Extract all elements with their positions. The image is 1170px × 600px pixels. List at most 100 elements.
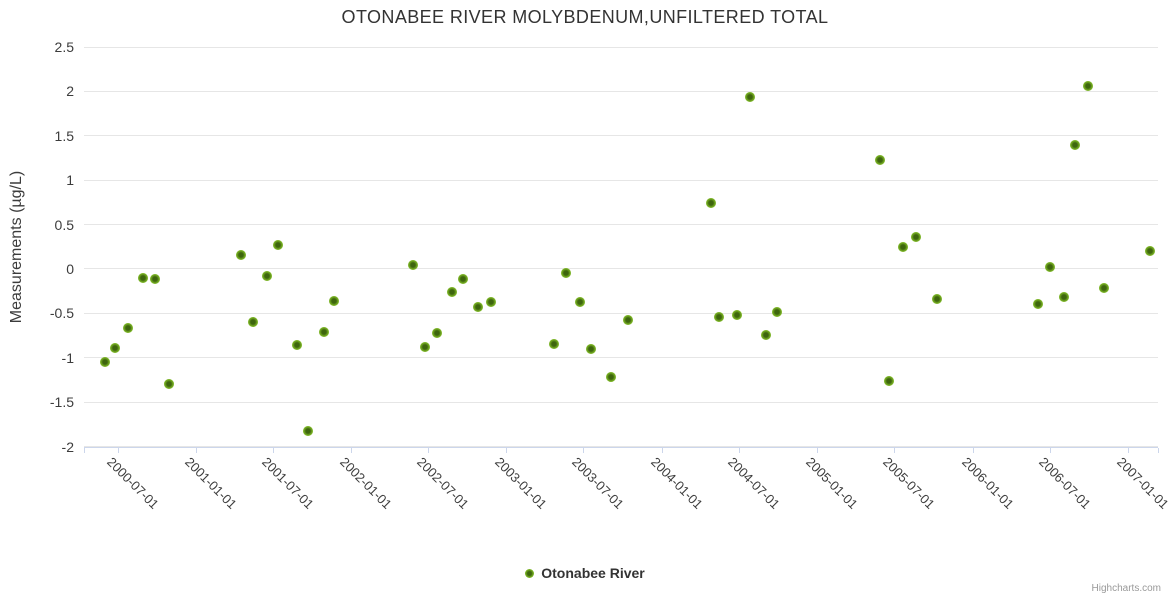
data-point[interactable] (1098, 283, 1109, 294)
x-tick-label: 2004-01-01 (647, 453, 706, 512)
x-tick-label: 2003-07-01 (569, 453, 628, 512)
x-tick-label: 2001-01-01 (181, 453, 240, 512)
chart-title: OTONABEE RIVER MOLYBDENUM,UNFILTERED TOT… (341, 7, 829, 27)
x-tick-label: 2006-01-01 (958, 453, 1017, 512)
y-tick-label: -0.5 (49, 305, 74, 322)
data-point[interactable] (408, 260, 419, 271)
data-point[interactable] (713, 311, 724, 322)
x-tick-mark (972, 447, 974, 453)
data-point[interactable] (1083, 81, 1094, 92)
data-point[interactable] (235, 249, 246, 260)
data-point[interactable] (1145, 246, 1156, 257)
data-point[interactable] (760, 329, 771, 340)
grid-line (84, 312, 1158, 314)
data-point[interactable] (486, 296, 497, 307)
data-point[interactable] (163, 379, 174, 390)
x-tick-label: 2006-07-01 (1035, 453, 1094, 512)
grid-line (84, 224, 1158, 226)
data-point[interactable] (623, 314, 634, 325)
x-tick-label: 2002-01-01 (337, 453, 395, 512)
data-point[interactable] (1033, 299, 1044, 310)
data-point[interactable] (137, 272, 148, 283)
data-point[interactable] (329, 295, 340, 306)
data-point[interactable] (99, 357, 110, 368)
data-point[interactable] (303, 426, 314, 437)
data-point[interactable] (911, 231, 922, 242)
x-tick-mark (1127, 447, 1129, 453)
data-point[interactable] (1070, 139, 1081, 150)
x-tick-label: 2005-01-01 (803, 453, 862, 512)
x-tick-label: 2000-07-01 (103, 453, 162, 512)
x-tick-mark (739, 447, 741, 453)
x-tick-mark (817, 447, 819, 453)
x-tick-mark (1158, 447, 1159, 453)
data-point[interactable] (248, 317, 259, 328)
data-point[interactable] (561, 268, 572, 279)
y-axis-title: Measurements (µg/L) (8, 170, 25, 324)
x-tick-mark (661, 447, 663, 453)
data-point[interactable] (585, 343, 596, 354)
y-tick-label: -1.5 (49, 394, 74, 411)
legend-series-label: Otonabee River (541, 565, 645, 581)
data-point[interactable] (292, 340, 303, 351)
data-point[interactable] (420, 342, 431, 353)
data-point[interactable] (884, 375, 895, 386)
grid-line (84, 357, 1158, 359)
y-tick-label: 2.5 (54, 39, 74, 55)
grid-line (84, 179, 1158, 181)
x-tick-label: 2004-07-01 (725, 453, 783, 512)
x-tick-mark (117, 447, 119, 453)
data-point[interactable] (898, 241, 909, 252)
data-point[interactable] (122, 322, 133, 333)
data-point[interactable] (447, 287, 458, 298)
x-tick-mark (84, 447, 85, 453)
x-tick-label: 2005-07-01 (880, 453, 939, 512)
data-point[interactable] (261, 271, 272, 282)
data-point[interactable] (149, 273, 160, 284)
data-point[interactable] (432, 327, 443, 338)
x-tick-mark (195, 447, 197, 453)
data-point[interactable] (771, 307, 782, 318)
x-tick-mark (351, 447, 353, 453)
x-tick-mark (1049, 447, 1051, 453)
x-tick-label: 2001-07-01 (258, 453, 317, 512)
y-tick-label: -1 (61, 349, 74, 366)
data-point[interactable] (705, 198, 716, 209)
y-tick-label: 2 (66, 83, 74, 100)
x-tick-mark (272, 447, 274, 453)
x-tick-label: 2002-07-01 (414, 453, 472, 512)
data-point[interactable] (744, 91, 755, 102)
grid-line (84, 401, 1158, 403)
data-point[interactable] (875, 154, 886, 165)
x-tick-label: 2007-01-01 (1113, 453, 1170, 512)
grid-line (84, 90, 1158, 92)
x-tick-mark (506, 447, 508, 453)
data-point[interactable] (272, 239, 283, 250)
data-point[interactable] (110, 342, 121, 353)
x-tick-mark (894, 447, 896, 453)
data-point[interactable] (1058, 292, 1069, 303)
grid-line (84, 268, 1158, 270)
y-tick-label: 0 (66, 260, 74, 277)
data-point[interactable] (473, 302, 484, 313)
data-point[interactable] (731, 310, 742, 321)
x-tick-mark (583, 447, 585, 453)
data-point[interactable] (574, 296, 585, 307)
data-point[interactable] (606, 372, 617, 383)
highcharts-credits-link[interactable]: Highcharts.com (1091, 583, 1161, 594)
data-point[interactable] (932, 294, 943, 305)
data-point[interactable] (319, 326, 330, 337)
x-tick-label: 2003-01-01 (492, 453, 551, 512)
legend-marker-icon (525, 568, 535, 578)
grid-line (84, 46, 1158, 48)
y-tick-label: 1 (66, 172, 74, 189)
y-tick-label: 0.5 (54, 216, 74, 233)
legend[interactable]: Otonabee River (0, 563, 1170, 583)
data-point[interactable] (1044, 262, 1055, 273)
y-tick-label: -2 (61, 438, 74, 455)
data-point[interactable] (549, 338, 560, 349)
x-axis-line (84, 446, 1158, 448)
data-point[interactable] (458, 273, 469, 284)
x-tick-mark (428, 447, 430, 453)
